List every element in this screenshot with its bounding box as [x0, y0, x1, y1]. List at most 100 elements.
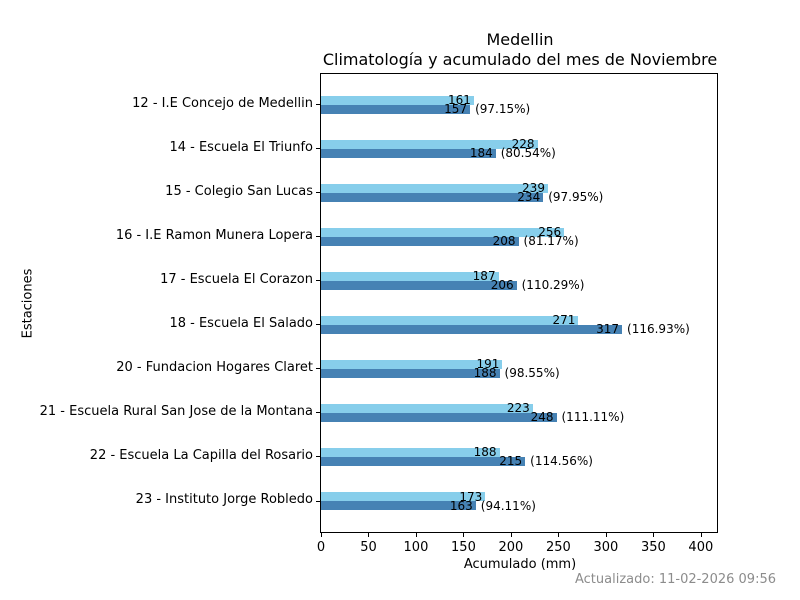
station-label: 21 - Escuela Rural San Jose de la Montan…: [39, 403, 313, 419]
acumulado-bar: 208: [321, 234, 519, 249]
x-tick-label: 200: [498, 540, 524, 555]
station-label: 16 - I.E Ramon Munera Lopera: [115, 227, 313, 243]
climatologia-bar: 271: [321, 313, 579, 328]
acumulado-value-label: 163: [449, 498, 473, 513]
acumulado-bar: 234: [321, 190, 544, 205]
x-tick-mark: [463, 533, 465, 537]
acumulado-value-label: 248: [530, 410, 554, 425]
x-tick-mark: [368, 533, 370, 537]
acumulado-value-label: 206: [490, 278, 514, 293]
bar-group: 161 157 (97.15%): [321, 93, 717, 116]
climatologia-value-label: 256: [538, 225, 562, 240]
chart-title-line2: Climatología y acumulado del mes de Novi…: [322, 50, 718, 69]
climatologia-bar: 161: [321, 93, 474, 107]
bar-group: 187 206 (110.29%): [321, 269, 717, 293]
acumulado-value-label: 317: [596, 322, 620, 337]
y-tick-mark: [316, 148, 320, 150]
x-tick-label: 400: [688, 540, 714, 555]
y-tick-mark: [316, 236, 320, 238]
chart-title-line1: Medellin: [486, 30, 554, 49]
percent-label: (116.93%): [627, 322, 690, 337]
climatologia-bar: 256: [321, 225, 565, 240]
climatologia-bar: 173: [321, 489, 486, 504]
station-label: 17 - Escuela El Corazon: [160, 271, 313, 287]
climatologia-bar: 228: [321, 137, 538, 152]
y-tick-mark: [316, 324, 320, 326]
x-tick-mark: [653, 533, 655, 537]
x-tick-label: 50: [360, 540, 377, 555]
y-tick-mark: [316, 456, 320, 458]
acumulado-value-label: 188: [473, 366, 497, 381]
percent-label: (80.54%): [500, 146, 556, 161]
climatologia-bar: 239: [321, 181, 548, 196]
chart-title: Medellin Climatología y acumulado del me…: [323, 30, 717, 70]
climatologia-bar: 223: [321, 401, 533, 416]
percent-label: (97.95%): [548, 190, 604, 205]
x-tick-label: 100: [403, 540, 429, 555]
acumulado-value-label: 215: [499, 454, 523, 469]
bar-group: 256 208 (81.17%): [321, 225, 717, 249]
x-tick-mark: [700, 533, 702, 537]
acumulado-bar: 317: [321, 322, 623, 337]
bar-group: 228 184 (80.54%): [321, 137, 717, 161]
y-tick-mark: [316, 280, 320, 282]
y-tick-labels: 12 - I.E Concejo de Medellin 14 - Escuela…: [0, 0, 313, 600]
x-tick-label: 350: [640, 540, 666, 555]
x-tick-label: 150: [451, 540, 476, 555]
station-label: 22 - Escuela La Capilla del Rosario: [89, 447, 313, 463]
climatologia-value-label: 223: [506, 401, 530, 416]
station-label: 23 - Instituto Jorge Robledo: [135, 492, 313, 508]
x-tick-mark: [605, 533, 607, 537]
x-tick-label: 300: [593, 540, 619, 555]
percent-label: (97.15%): [475, 102, 531, 116]
y-tick-mark: [316, 412, 320, 414]
x-tick-mark: [415, 533, 417, 537]
acumulado-bar: 188: [321, 366, 500, 381]
y-tick-mark: [316, 500, 320, 502]
x-tick-mark: [321, 533, 322, 537]
bar-group: 173 163 (94.11%): [321, 489, 717, 513]
climatologia-value-label: 191: [476, 357, 500, 372]
x-tick-mark: [558, 533, 560, 537]
acumulado-value-label: 184: [469, 146, 493, 161]
acumulado-bar: 184: [321, 146, 496, 161]
percent-label: (114.56%): [530, 454, 593, 469]
acumulado-bar: 163: [321, 498, 476, 513]
station-label: 12 - I.E Concejo de Medellin: [132, 95, 313, 111]
climatologia-value-label: 161: [447, 93, 471, 107]
acumulado-bar: 206: [321, 278, 517, 293]
acumulado-bar: 157: [321, 102, 471, 116]
station-label: 14 - Escuela El Triunfo: [169, 139, 313, 155]
percent-label: (94.11%): [480, 498, 536, 513]
x-tick-label: 0: [316, 540, 326, 555]
y-tick-mark: [316, 368, 320, 370]
climatologia-value-label: 228: [511, 137, 535, 152]
station-label: 20 - Fundacion Hogares Claret: [116, 359, 313, 375]
x-axis-title: Acumulado (mm): [463, 557, 577, 572]
climatologia-value-label: 239: [522, 181, 545, 196]
bar-group: 188 215 (114.56%): [321, 445, 717, 469]
percent-label: (98.55%): [504, 366, 560, 381]
climatologia-bar: 188: [321, 445, 500, 459]
climatologia-bar: 187: [321, 269, 499, 284]
climatologia-bar: 191: [321, 357, 503, 372]
climatologia-value-label: 173: [459, 489, 483, 504]
acumulado-bar: 248: [321, 410, 557, 425]
x-tick-label: 250: [545, 540, 571, 555]
plot-area: 161 157 (97.15%) 228 184 (80.54%) 239 234 (97.95…: [316, 73, 718, 555]
percent-label: (111.11%): [561, 410, 625, 425]
acumulado-value-label: 157: [444, 102, 468, 116]
percent-label: (110.29%): [521, 278, 585, 293]
bar-group: 191 188 (98.55%): [321, 357, 717, 381]
station-label: 18 - Escuela El Salado: [169, 315, 313, 331]
acumulado-value-label: 234: [517, 190, 541, 205]
bar-group: 271 317 (116.93%): [321, 313, 717, 337]
updated-timestamp: Actualizado: 11-02-2026 09:56: [575, 572, 776, 587]
bar-group: 239 234 (97.95%): [321, 181, 717, 205]
climatologia-value-label: 187: [472, 269, 496, 284]
station-label: 15 - Colegio San Lucas: [165, 183, 313, 199]
x-tick-mark: [510, 533, 512, 537]
acumulado-value-label: 208: [492, 234, 516, 249]
climatologia-value-label: 271: [552, 313, 576, 328]
